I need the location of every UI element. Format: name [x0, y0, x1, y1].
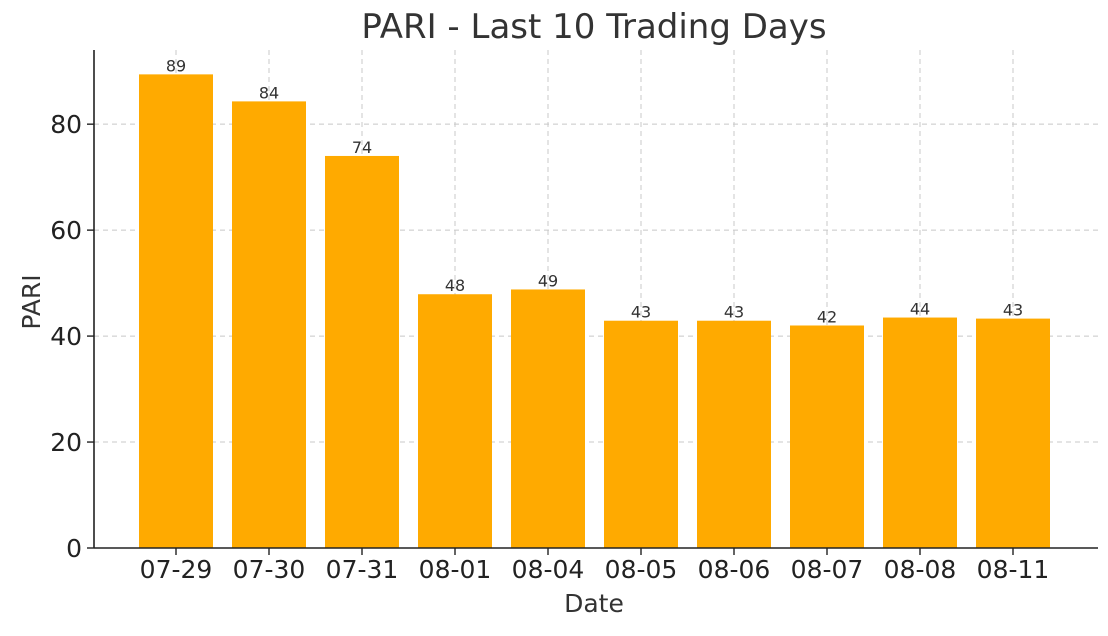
- bar: [232, 101, 306, 549]
- x-axis-label: Date: [564, 589, 624, 618]
- bar-value-label: 48: [445, 276, 465, 295]
- x-tick-label: 07-29: [140, 555, 213, 584]
- bar: [139, 74, 213, 549]
- bar-value-label: 74: [352, 138, 372, 157]
- bars: [139, 74, 1050, 549]
- x-tick-label: 08-06: [698, 555, 771, 584]
- bar: [325, 155, 399, 548]
- x-tick-label: 08-05: [605, 555, 678, 584]
- x-tick-label: 08-01: [419, 555, 492, 584]
- bar-value-label: 43: [631, 303, 651, 322]
- x-tick-label: 08-07: [791, 555, 864, 584]
- y-tick-label: 40: [50, 322, 82, 351]
- bar: [511, 289, 585, 548]
- y-tick-label: 20: [50, 428, 82, 457]
- y-tick-label: 60: [50, 216, 82, 245]
- bar-value-label: 43: [724, 303, 744, 322]
- y-tick-label: 0: [66, 534, 82, 563]
- bar: [883, 317, 957, 548]
- bar-value-label: 89: [166, 56, 186, 75]
- y-tick-label: 80: [50, 110, 82, 139]
- x-tick-label: 07-30: [233, 555, 306, 584]
- x-axis-ticks: 07-29 07-30 07-31 08-01 08-04 08-05 08-06 08-07…: [140, 548, 1050, 584]
- axes: [93, 50, 1098, 549]
- y-axis-ticks: 0 20 40 60 80: [50, 110, 94, 563]
- bar-value-label: 43: [1003, 301, 1023, 320]
- bar: [604, 320, 678, 548]
- chart-title: PARI - Last 10 Trading Days: [361, 7, 826, 47]
- bar-value-label: 84: [259, 83, 279, 102]
- bar-value-label: 42: [817, 307, 837, 326]
- bar: [697, 320, 771, 548]
- bar-value-labels: 89 84 74 48 49 43 43 42 44 43: [166, 56, 1023, 326]
- x-tick-label: 08-08: [884, 555, 957, 584]
- y-axis-label: PARI: [17, 274, 46, 329]
- bar: [418, 294, 492, 548]
- bar: [976, 318, 1050, 548]
- bar-value-label: 49: [538, 271, 558, 290]
- bar: [790, 325, 864, 548]
- x-tick-label: 08-11: [977, 555, 1050, 584]
- x-tick-label: 07-31: [326, 555, 399, 584]
- bar-value-label: 44: [910, 300, 930, 319]
- x-tick-label: 08-04: [512, 555, 585, 584]
